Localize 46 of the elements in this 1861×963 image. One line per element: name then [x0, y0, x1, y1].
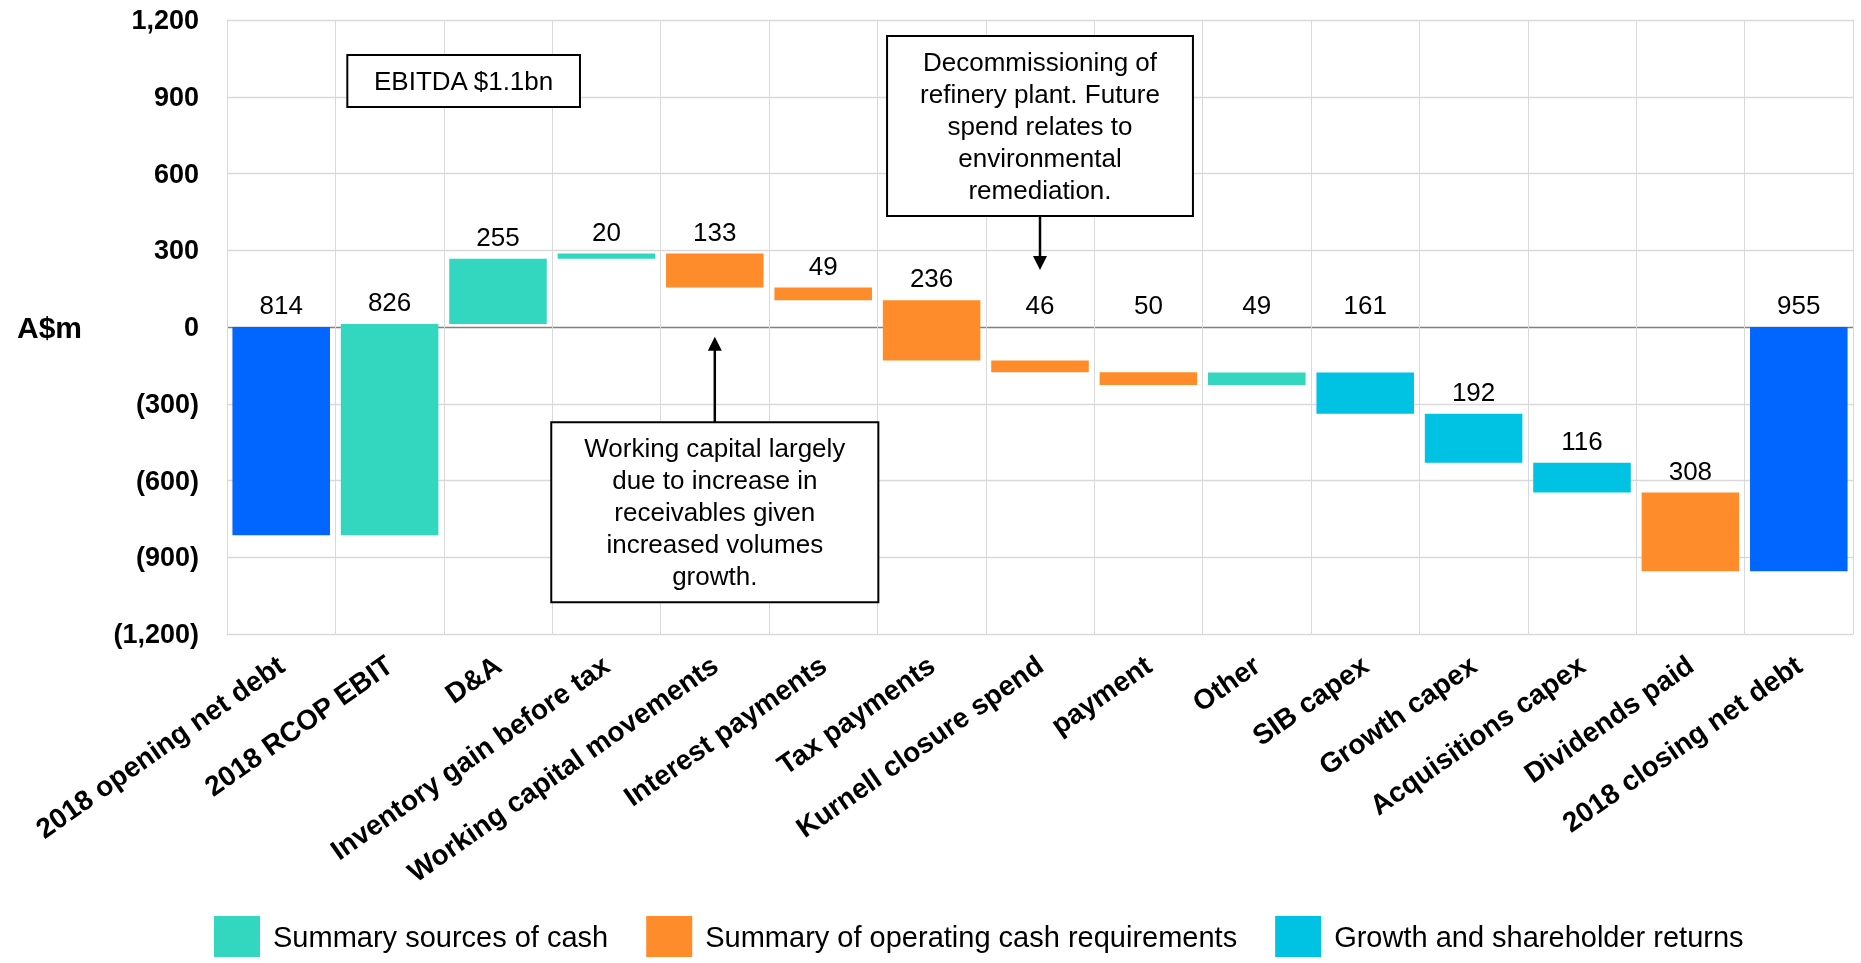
bar	[1641, 492, 1740, 572]
bar	[232, 327, 330, 536]
bar	[1208, 372, 1306, 386]
data-label: 133	[693, 216, 737, 247]
y-tick-label: (1,200)	[113, 619, 199, 649]
bar	[774, 287, 872, 301]
data-label: 255	[476, 221, 520, 252]
annotation: Decommissioning of refinery plant. Future spend relates to environmental remediation.	[920, 46, 1160, 205]
legend-label: Summary sources of cash	[273, 920, 609, 953]
data-label: 955	[1777, 290, 1821, 320]
y-tick-label: (900)	[135, 542, 199, 573]
data-label: 826	[367, 286, 412, 317]
annotation: Working capital largely due to increase in receivables given increased volumes growth.	[584, 433, 846, 592]
bar	[666, 253, 764, 288]
data-label: 49	[808, 250, 838, 281]
y-axis-title: A$m	[16, 310, 82, 344]
data-label: 192	[1451, 376, 1496, 407]
data-label: 20	[591, 216, 621, 247]
bar	[1316, 372, 1414, 414]
y-tick-label: 300	[153, 235, 199, 266]
y-tick-label: 900	[153, 81, 199, 112]
y-tick-label: 1,200	[131, 5, 199, 35]
bar	[1099, 372, 1198, 386]
y-tick-label: (600)	[135, 465, 199, 496]
data-label: 49	[1242, 290, 1272, 320]
data-label: 161	[1343, 290, 1387, 320]
bar	[1750, 327, 1848, 572]
annotation: EBITDA $1.1bn	[374, 66, 554, 96]
bar	[340, 323, 439, 536]
legend-label: Growth and shareholder returns	[1334, 920, 1744, 953]
data-label: 50	[1133, 290, 1163, 320]
data-label: 46	[1025, 290, 1055, 320]
bar	[882, 300, 981, 361]
bar	[449, 258, 547, 324]
data-label: 116	[1561, 425, 1603, 456]
data-label: 814	[259, 290, 303, 320]
bar	[557, 253, 656, 259]
data-label: 236	[909, 263, 954, 294]
legend-label: Summary of operating cash requirements	[705, 920, 1238, 953]
y-tick-label: 0	[183, 312, 199, 342]
bar	[1424, 413, 1523, 463]
y-tick-label: (300)	[135, 388, 199, 419]
data-label: 308	[1668, 455, 1713, 486]
y-tick-label: 600	[153, 158, 199, 189]
bar	[1533, 462, 1631, 493]
bar	[991, 360, 1089, 373]
